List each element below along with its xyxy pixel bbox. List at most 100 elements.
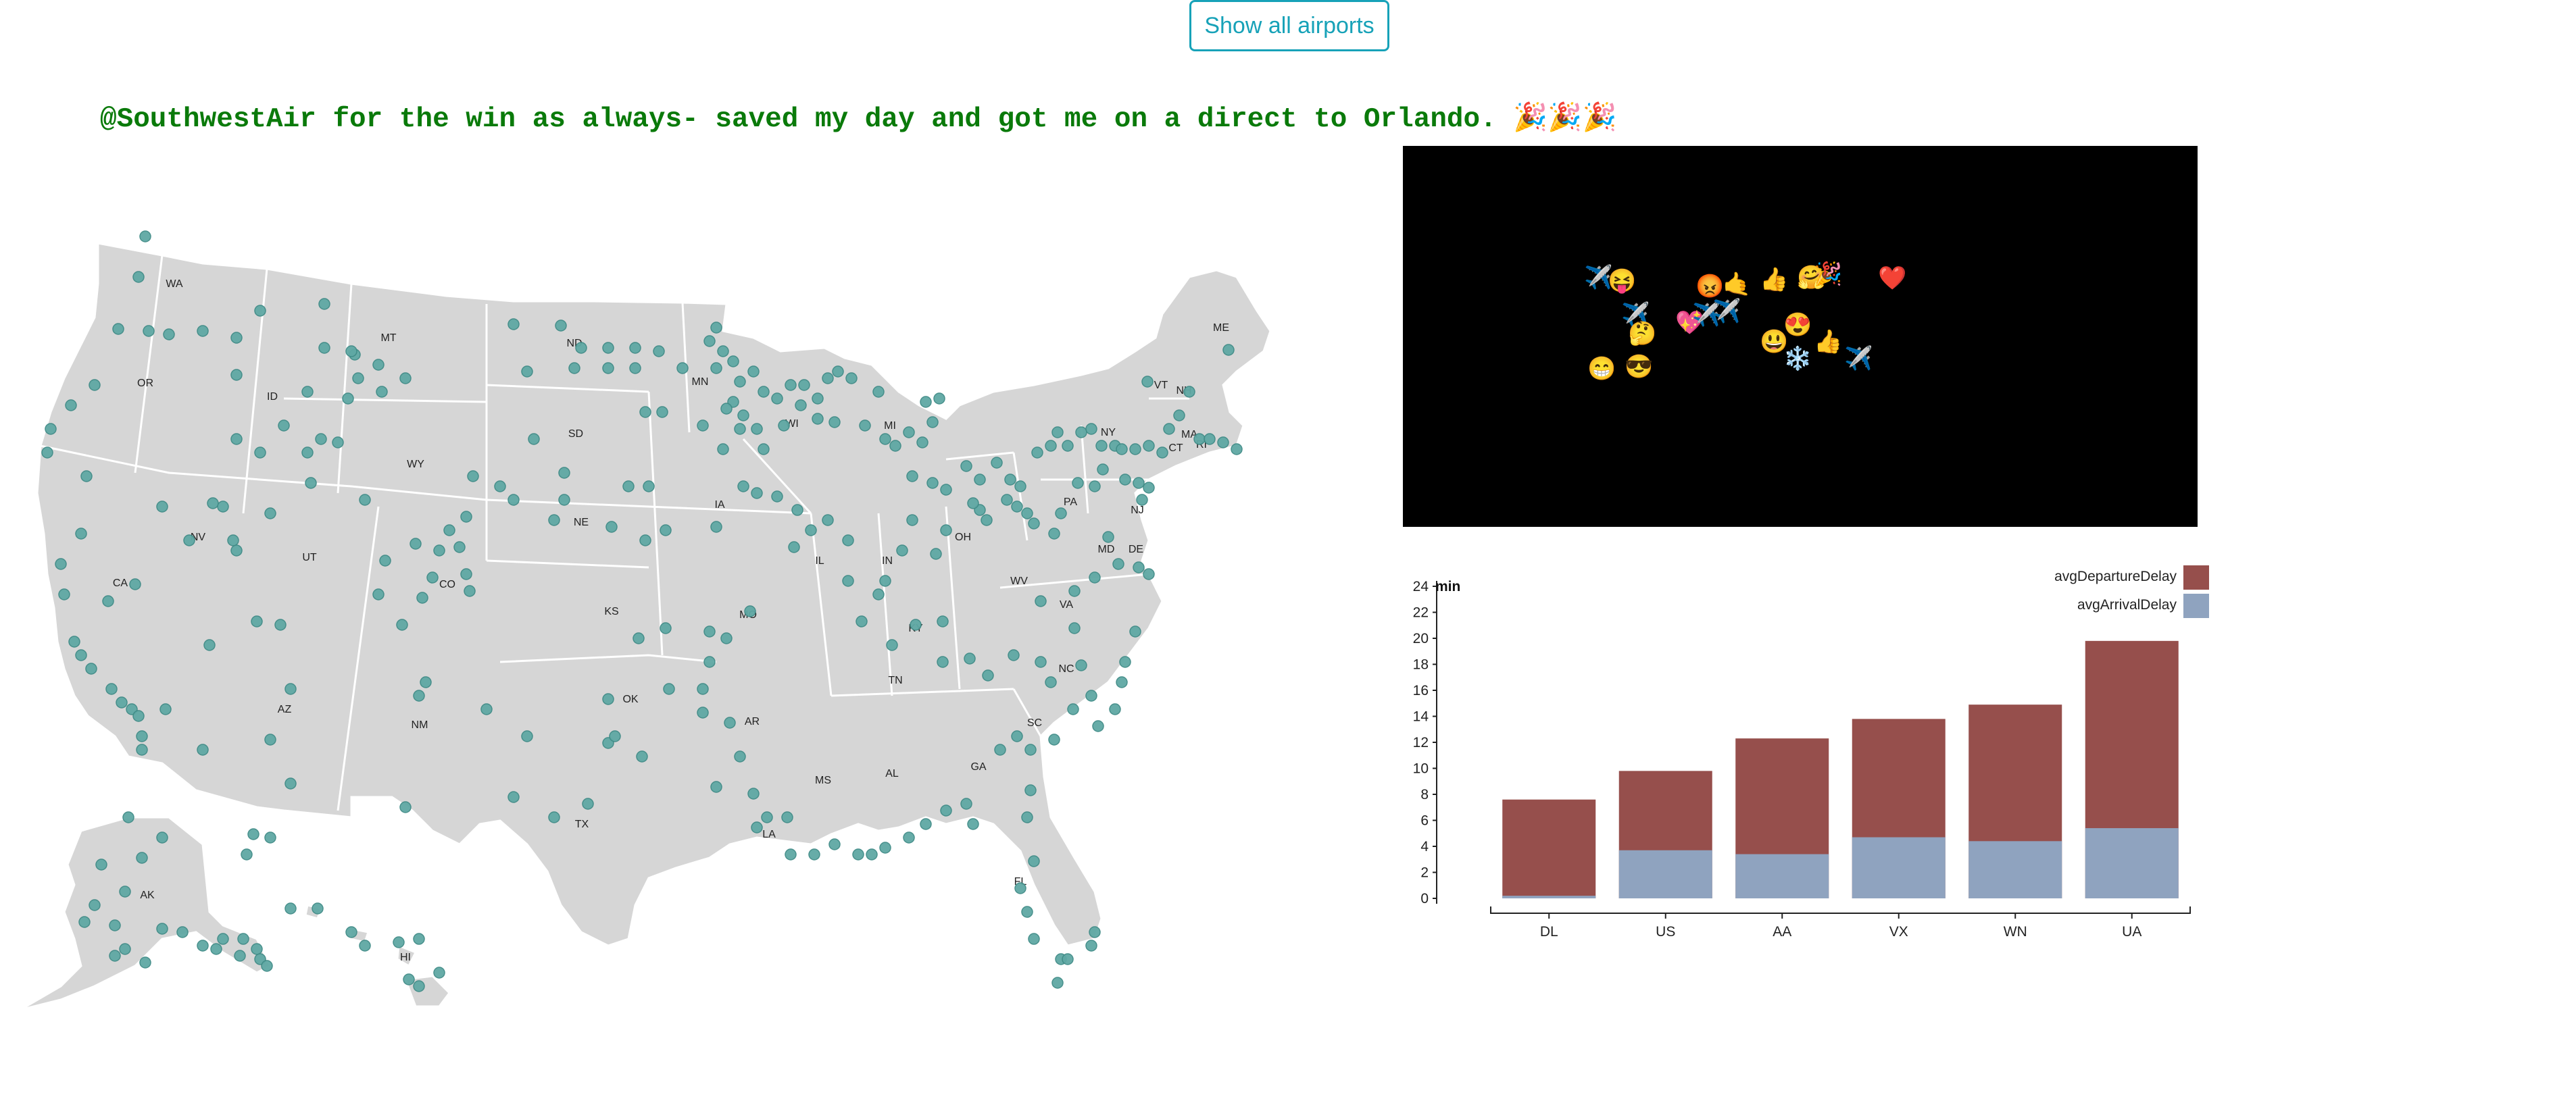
airport-marker[interactable]	[372, 588, 385, 600]
airport-marker[interactable]	[284, 683, 297, 695]
airport-marker[interactable]	[920, 396, 932, 408]
airport-marker[interactable]	[845, 372, 858, 384]
airport-marker[interactable]	[879, 575, 891, 587]
airport-marker[interactable]	[751, 423, 763, 435]
airport-marker[interactable]	[1097, 463, 1109, 476]
airport-marker[interactable]	[426, 571, 439, 584]
airport-marker[interactable]	[737, 480, 749, 492]
airport-marker[interactable]	[1068, 585, 1081, 597]
airport-marker[interactable]	[122, 811, 134, 823]
airport-marker[interactable]	[480, 703, 493, 715]
airport-marker[interactable]	[227, 534, 239, 546]
airport-marker[interactable]	[1004, 473, 1016, 486]
airport-marker[interactable]	[197, 744, 209, 756]
airport-marker[interactable]	[822, 514, 834, 526]
bar-avgArrivalDelay-VX[interactable]	[1852, 837, 1946, 898]
airport-marker[interactable]	[45, 423, 57, 435]
airport-marker[interactable]	[1021, 811, 1033, 823]
airport-marker[interactable]	[960, 460, 972, 472]
airport-marker[interactable]	[95, 859, 107, 871]
airport-marker[interactable]	[1163, 423, 1175, 435]
airport-marker[interactable]	[933, 392, 945, 405]
airport-marker[interactable]	[345, 926, 357, 938]
airport-marker[interactable]	[301, 386, 314, 398]
airport-marker[interactable]	[629, 362, 641, 374]
airport-marker[interactable]	[575, 342, 587, 354]
airport-marker[interactable]	[1092, 720, 1104, 732]
airport-marker[interactable]	[1021, 507, 1033, 519]
bar-avgArrivalDelay-AA[interactable]	[1735, 854, 1829, 898]
airport-marker[interactable]	[247, 828, 259, 840]
airport-marker[interactable]	[609, 730, 621, 742]
airport-marker[interactable]	[859, 419, 871, 432]
airport-marker[interactable]	[1051, 977, 1064, 989]
airport-marker[interactable]	[1156, 446, 1168, 459]
airport-marker[interactable]	[828, 838, 841, 850]
airport-marker[interactable]	[1119, 473, 1131, 486]
airport-marker[interactable]	[866, 848, 878, 861]
airport-marker[interactable]	[217, 501, 229, 513]
airport-marker[interactable]	[832, 365, 844, 378]
airport-marker[interactable]	[264, 831, 276, 844]
airport-marker[interactable]	[1085, 423, 1097, 435]
airport-marker[interactable]	[1011, 730, 1023, 742]
airport-marker[interactable]	[660, 524, 672, 536]
airport-marker[interactable]	[761, 811, 773, 823]
airport-marker[interactable]	[916, 436, 928, 449]
airport-marker[interactable]	[1085, 690, 1097, 702]
airport-marker[interactable]	[697, 707, 709, 719]
airport-marker[interactable]	[1222, 344, 1235, 356]
airport-marker[interactable]	[89, 379, 101, 391]
airport-marker[interactable]	[656, 406, 668, 418]
airport-marker[interactable]	[264, 507, 276, 519]
airport-marker[interactable]	[58, 588, 70, 600]
airport-marker[interactable]	[734, 750, 746, 763]
airport-marker[interactable]	[78, 916, 91, 928]
airport-marker[interactable]	[1204, 433, 1216, 445]
airport-marker[interactable]	[960, 798, 972, 810]
airport-marker[interactable]	[464, 585, 476, 597]
airport-marker[interactable]	[264, 734, 276, 746]
airport-marker[interactable]	[119, 886, 131, 898]
airport-marker[interactable]	[197, 940, 209, 952]
airport-marker[interactable]	[136, 744, 148, 756]
airport-marker[interactable]	[521, 730, 533, 742]
airport-marker[interactable]	[991, 457, 1003, 469]
airport-marker[interactable]	[842, 575, 854, 587]
airport-marker[interactable]	[183, 534, 195, 546]
airport-marker[interactable]	[937, 656, 949, 668]
airport-marker[interactable]	[558, 467, 570, 479]
airport-marker[interactable]	[896, 544, 908, 557]
bar-avgArrivalDelay-US[interactable]	[1618, 850, 1712, 898]
airport-marker[interactable]	[717, 443, 729, 455]
airport-marker[interactable]	[521, 365, 533, 378]
airport-marker[interactable]	[443, 524, 455, 536]
airport-marker[interactable]	[203, 639, 216, 651]
airport-marker[interactable]	[156, 923, 168, 935]
airport-marker[interactable]	[112, 323, 124, 335]
airport-marker[interactable]	[785, 379, 797, 391]
airport-marker[interactable]	[507, 494, 520, 506]
airport-marker[interactable]	[318, 298, 330, 310]
airport-marker[interactable]	[237, 933, 249, 945]
airport-marker[interactable]	[453, 541, 466, 553]
airport-marker[interactable]	[879, 433, 891, 445]
airport-marker[interactable]	[139, 956, 151, 969]
airport-marker[interactable]	[132, 271, 145, 283]
airport-marker[interactable]	[230, 369, 243, 381]
airport-marker[interactable]	[697, 419, 709, 432]
airport-marker[interactable]	[105, 683, 118, 695]
airport-marker[interactable]	[1035, 595, 1047, 607]
airport-marker[interactable]	[981, 514, 993, 526]
airport-marker[interactable]	[886, 639, 898, 651]
airport-marker[interactable]	[102, 595, 114, 607]
airport-marker[interactable]	[710, 322, 722, 334]
airport-marker[interactable]	[920, 818, 932, 830]
airport-marker[interactable]	[1143, 440, 1155, 452]
airport-marker[interactable]	[1014, 882, 1026, 894]
airport-marker[interactable]	[1133, 477, 1145, 489]
airport-marker[interactable]	[261, 960, 273, 972]
airport-marker[interactable]	[85, 663, 97, 675]
airport-marker[interactable]	[467, 470, 479, 482]
airport-marker[interactable]	[305, 477, 317, 489]
